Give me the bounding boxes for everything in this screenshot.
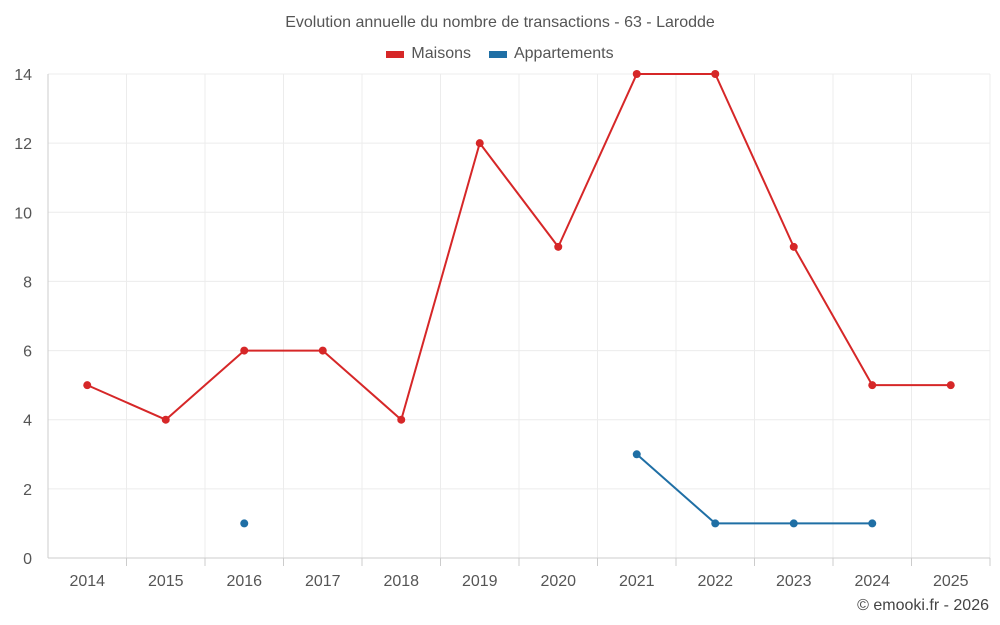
- x-tick-label: 2016: [226, 573, 262, 590]
- y-tick-label: 0: [23, 551, 32, 568]
- x-tick-label: 2022: [697, 573, 733, 590]
- data-point-maisons: [868, 381, 877, 390]
- series-line-appartements: [636, 453, 873, 525]
- credit-text: © emooki.fr - 2026: [857, 597, 989, 614]
- chart-title: Evolution annuelle du nombre de transact…: [285, 14, 715, 31]
- legend-swatch-appartements: [488, 50, 507, 58]
- data-point-appartements: [711, 519, 720, 528]
- y-tick-label: 8: [23, 274, 32, 291]
- x-tick-label: 2025: [933, 573, 969, 590]
- data-point-maisons: [789, 242, 798, 251]
- y-tick-label: 2: [23, 482, 32, 499]
- data-point-maisons: [318, 346, 327, 355]
- legend-item-maisons[interactable]: Maisons: [386, 45, 471, 63]
- data-point-maisons: [554, 242, 563, 251]
- x-tick-label: 2020: [540, 573, 576, 590]
- data-point-maisons: [632, 70, 641, 78]
- legend-swatch-maisons: [386, 50, 405, 58]
- x-tick-label: 2017: [305, 573, 341, 590]
- y-tick-label: 10: [14, 205, 32, 222]
- series-line-maisons: [86, 73, 951, 421]
- legend-label-appartements: Appartements: [513, 45, 614, 62]
- data-point-maisons: [397, 415, 406, 424]
- legend-label-maisons: Maisons: [411, 45, 471, 62]
- x-tick-label: 2023: [776, 573, 812, 590]
- x-tick-label: 2019: [462, 573, 498, 590]
- x-tick-label: 2018: [383, 573, 419, 590]
- data-point-maisons: [161, 415, 170, 424]
- data-point-appartements: [240, 519, 249, 528]
- x-tick-label: 2014: [69, 573, 105, 590]
- data-point-maisons: [240, 346, 249, 355]
- x-tick-label: 2021: [619, 573, 655, 590]
- y-tick-label: 6: [23, 344, 32, 361]
- x-tick-label: 2024: [854, 573, 890, 590]
- y-tick-label: 4: [23, 413, 32, 430]
- y-tick-label: 14: [14, 67, 32, 84]
- x-tick-label: 2015: [148, 573, 184, 590]
- legend-item-appartements[interactable]: Appartements: [488, 45, 614, 63]
- data-point-maisons: [711, 70, 720, 78]
- chart-legend: Maisons Appartements: [0, 45, 1000, 63]
- data-point-appartements: [868, 519, 877, 528]
- data-point-maisons: [946, 381, 955, 390]
- data-point-maisons: [83, 381, 92, 390]
- data-point-appartements: [632, 450, 641, 459]
- data-point-appartements: [789, 519, 798, 528]
- data-point-maisons: [475, 139, 484, 148]
- y-tick-label: 12: [14, 136, 32, 153]
